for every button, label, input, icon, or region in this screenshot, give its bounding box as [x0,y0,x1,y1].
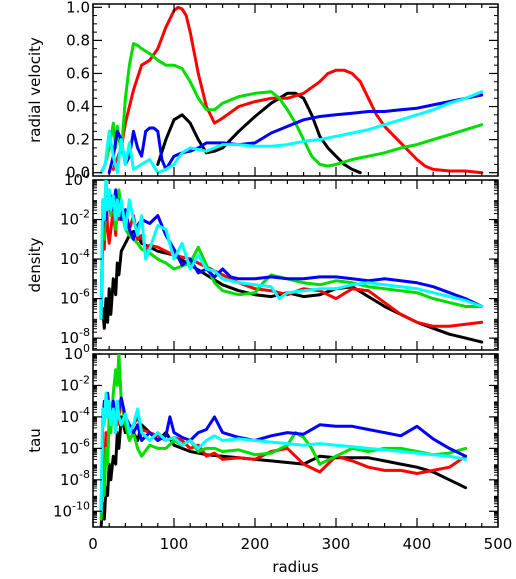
y-tick-label: 10-4 [60,247,90,268]
y-tick-base: 10 [60,211,79,229]
y-tick-label: 100 [64,342,90,363]
series-line-red [99,399,468,513]
y-tick-exponent: -2 [79,373,90,386]
y-tick-exponent: -4 [79,405,90,418]
y-tick-exponent: -6 [79,436,90,449]
radial-velocity-panel: 0.0 0.2 0.4 0.6 0.8 1.0 radial velocity [26,0,499,182]
y-axis-title: radial velocity [26,37,44,143]
x-tick-label: 100 [160,535,189,553]
y-tick-label: 10-2 [60,373,90,394]
y-tick-base: 10 [64,171,83,189]
y-tick-base: 10 [60,471,79,489]
y-tick-label: 0.2 [66,131,90,149]
series-line-cyan [99,180,484,320]
plot-frame [92,3,499,177]
series-line-blue [99,188,484,320]
y-tick-base: 10 [60,329,79,347]
y-tick-exponent: -2 [79,208,90,221]
y-tick-exponent: -8 [79,326,90,339]
y-tick-exponent: -10 [72,499,90,512]
x-tick-label: 500 [484,535,513,553]
series-line-red [111,5,484,175]
series-line-blue [107,93,484,175]
y-tick-exponent: -4 [79,247,90,260]
x-tick-label: 0 [88,535,98,553]
series-group [99,180,484,344]
y-tick-label: 100 [64,168,90,189]
y-tick-base: 10 [60,439,79,457]
series-line-green [99,180,484,320]
y-tick-base: 10 [60,250,79,268]
y-tick-base: 10 [53,502,72,520]
y-tick-label: 0.0 [66,164,90,182]
y-tick-base: 10 [60,376,79,394]
series-line-cyan [99,391,468,513]
y-tick-label: 0.8 [66,31,90,49]
y-tick-label: 0.6 [66,64,90,82]
plot-frame [92,179,499,351]
y-tick-label: 10-8 [60,468,90,489]
y-axis-title: tau [26,428,44,453]
y-tick-base: 10 [60,408,79,426]
y-tick-exponent: -6 [79,287,90,300]
x-tick-label: 400 [403,535,432,553]
y-tick-label: 10-6 [60,287,90,308]
y-tick-label: 10-2 [60,208,90,229]
y-tick-exponent: 0 [83,342,90,355]
y-axis-title: density [26,237,44,292]
y-tick-base: 10 [60,290,79,308]
series-group [99,354,468,527]
y-tick-base: 10 [64,345,83,363]
y-tick-label: 1.0 [66,0,90,16]
series-line-blue [99,391,468,513]
x-tick-label: 200 [241,535,270,553]
x-tick-label: 300 [322,535,351,553]
y-tick-label: 10-4 [60,405,90,426]
series-line-cyan [99,90,484,175]
y-tick-exponent: 0 [83,168,90,181]
y-tick-label: 10-6 [60,436,90,457]
y-tick-label: 10-10 [53,499,90,520]
y-tick-exponent: -8 [79,468,90,481]
series-group [99,5,484,175]
x-axis-title: radius [272,558,319,576]
series-line-green [99,42,484,175]
series-line-black [156,91,362,175]
y-tick-label: 0.4 [66,98,90,116]
y-tick-label: 10-8 [60,326,90,347]
